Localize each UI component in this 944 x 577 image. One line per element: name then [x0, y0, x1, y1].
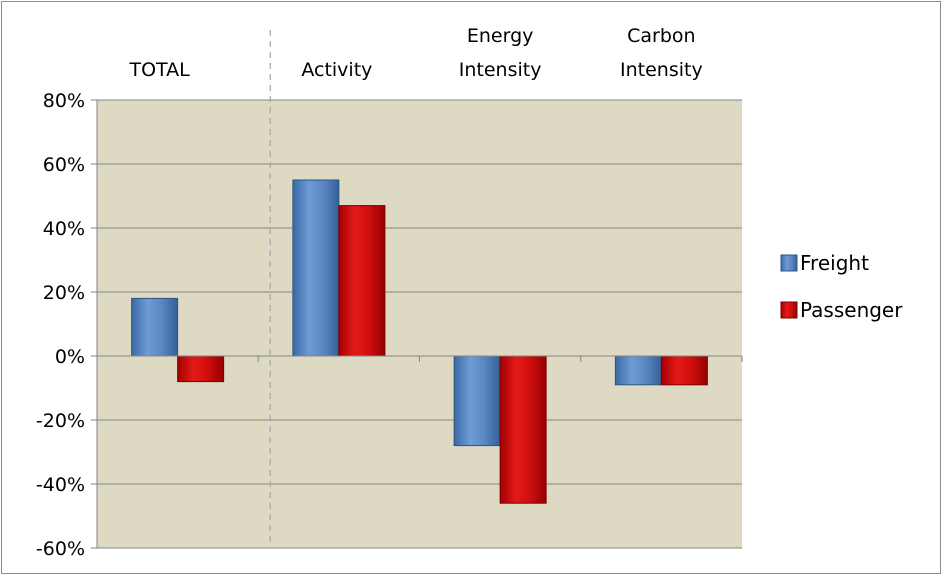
y-tick-label: -20% — [36, 410, 85, 432]
bar-passenger-4 — [660, 355, 708, 386]
bar-freight-4 — [614, 355, 662, 386]
legend-label-passenger: Passenger — [800, 298, 903, 322]
plot-area — [97, 100, 742, 548]
y-tick-label: 80% — [43, 90, 85, 112]
axes — [91, 30, 743, 549]
y-tick-label: 20% — [43, 282, 85, 304]
y-tick-labels: 80% 60% 40% 20% 0% -20% -40% -60% — [36, 90, 85, 560]
bar-freight-2 — [292, 179, 340, 357]
category-label: TOTAL — [128, 59, 190, 81]
y-tick-label: -40% — [36, 474, 85, 496]
legend: Freight Passenger — [780, 251, 903, 322]
category-label: Carbon Intensity — [620, 25, 703, 81]
bars — [131, 179, 708, 504]
bar-passenger-1 — [177, 355, 225, 383]
bar-passenger-3 — [499, 355, 547, 504]
y-tick-label: -60% — [36, 538, 85, 560]
category-label: Activity — [301, 59, 372, 81]
category-label: Energy Intensity — [459, 25, 542, 81]
bar-freight-1 — [131, 297, 179, 357]
bar-freight-3 — [453, 355, 501, 447]
legend-label-freight: Freight — [800, 251, 869, 275]
y-tick-label: 40% — [43, 218, 85, 240]
legend-swatch-passenger — [780, 301, 798, 319]
legend-swatch-freight — [780, 254, 798, 272]
category-labels: TOTAL Activity Energy Intensity Carbon Intens… — [128, 25, 702, 81]
y-tick-label: 60% — [43, 154, 85, 176]
bar-passenger-2 — [338, 205, 386, 357]
y-tick-label: 0% — [55, 346, 85, 368]
